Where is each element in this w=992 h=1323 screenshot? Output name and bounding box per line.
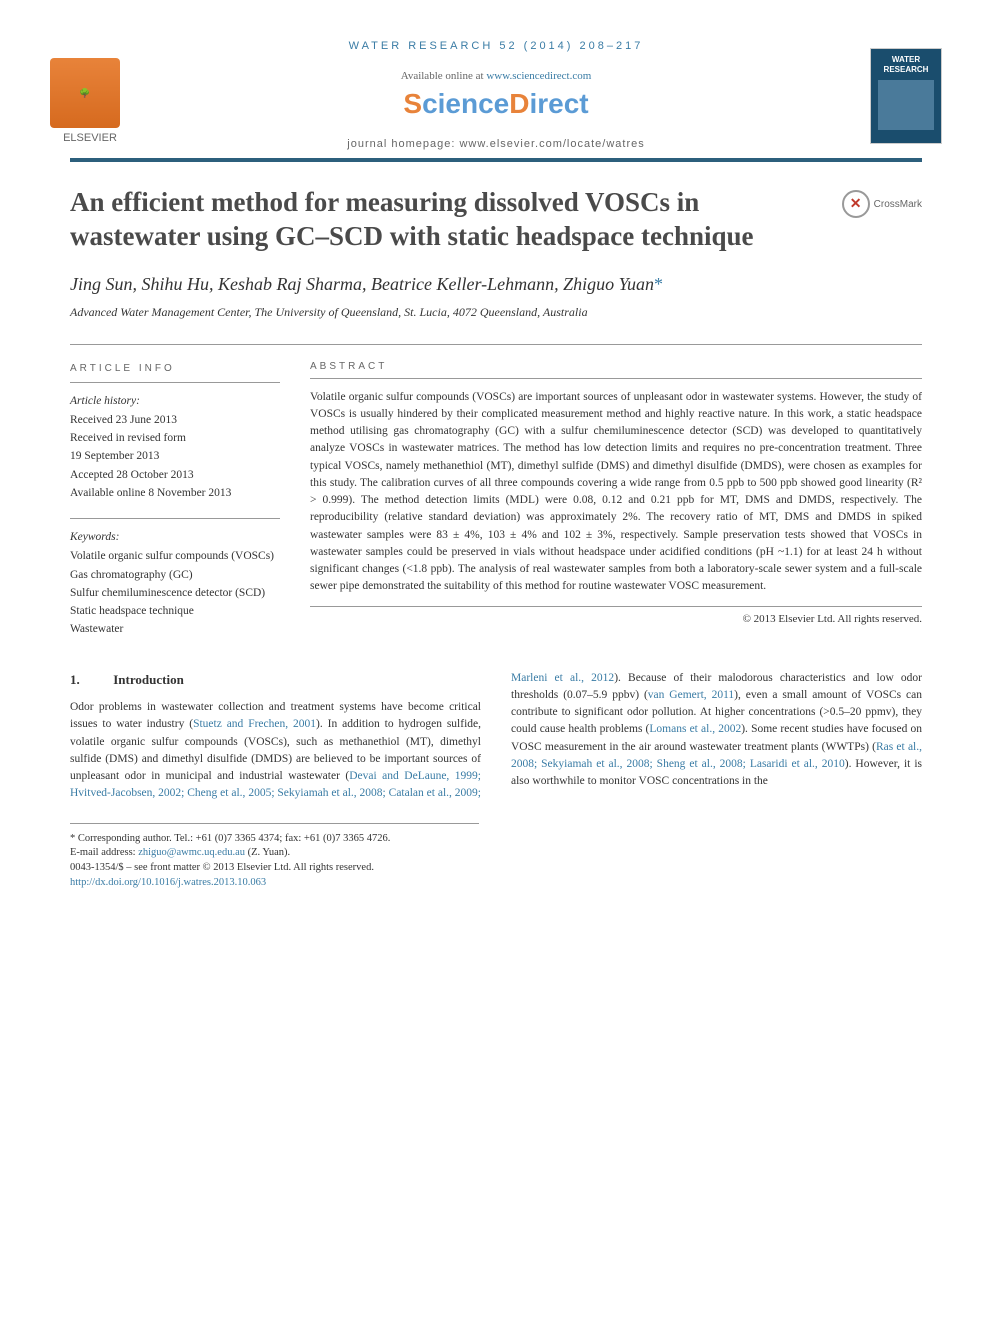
- keywords-block: Keywords: Volatile organic sulfur compou…: [70, 518, 280, 639]
- corr-asterisk: *: [654, 274, 663, 294]
- available-prefix: Available online at: [401, 70, 487, 82]
- journal-homepage: journal homepage: www.elsevier.com/locat…: [70, 138, 922, 150]
- email-link[interactable]: zhiguo@awmc.uq.edu.au: [138, 847, 245, 858]
- elsevier-tree-icon: 🌳: [50, 58, 120, 128]
- keyword: Wastewater: [70, 621, 280, 638]
- crossmark-badge[interactable]: ✕ CrossMark: [842, 190, 922, 218]
- crossmark-label: CrossMark: [874, 199, 922, 210]
- keyword: Gas chromatography (GC): [70, 567, 280, 584]
- corresponding-author: * Corresponding author. Tel.: +61 (0)7 3…: [70, 832, 479, 847]
- issn-line: 0043-1354/$ – see front matter © 2013 El…: [70, 861, 479, 876]
- doi-link[interactable]: http://dx.doi.org/10.1016/j.watres.2013.…: [70, 877, 266, 888]
- intro-paragraph: Odor problems in wastewater collection a…: [70, 670, 922, 803]
- section-heading: 1. Introduction: [70, 670, 481, 690]
- elsevier-logo: 🌳 ELSEVIER: [50, 58, 130, 158]
- keyword: Sulfur chemiluminescence detector (SCD): [70, 585, 280, 602]
- running-header: WATER RESEARCH 52 (2014) 208–217: [70, 40, 922, 52]
- citation-link[interactable]: van Gemert, 2011: [648, 689, 734, 701]
- article-info: ARTICLE INFO Article history: Received 2…: [70, 361, 280, 640]
- keyword: Volatile organic sulfur compounds (VOSCs…: [70, 548, 280, 565]
- email-line: E-mail address: zhiguo@awmc.uq.edu.au (Z…: [70, 846, 479, 861]
- info-abstract-row: ARTICLE INFO Article history: Received 2…: [70, 344, 922, 640]
- header-block: 🌳 ELSEVIER WATER RESEARCH journal homepa…: [70, 138, 922, 162]
- online-date: Available online 8 November 2013: [70, 485, 280, 502]
- copyright: © 2013 Elsevier Ltd. All rights reserved…: [310, 613, 922, 625]
- body-columns: 1. Introduction Odor problems in wastewa…: [70, 670, 922, 803]
- available-online: Available online at www.sciencedirect.co…: [70, 70, 922, 82]
- elsevier-label: ELSEVIER: [50, 132, 130, 144]
- citation-link[interactable]: Stuetz and Frechen, 2001: [193, 718, 316, 730]
- revised-date: 19 September 2013: [70, 448, 280, 465]
- authors: Jing Sun, Shihu Hu, Keshab Raj Sharma, B…: [70, 274, 922, 295]
- article-title: An efficient method for measuring dissol…: [70, 186, 790, 254]
- title-block: An efficient method for measuring dissol…: [70, 186, 922, 254]
- received-date: Received 23 June 2013: [70, 412, 280, 429]
- accepted-date: Accepted 28 October 2013: [70, 467, 280, 484]
- abstract-text: Volatile organic sulfur compounds (VOSCs…: [310, 389, 922, 607]
- footer: * Corresponding author. Tel.: +61 (0)7 3…: [70, 823, 479, 891]
- keyword: Static headspace technique: [70, 603, 280, 620]
- authors-list: Jing Sun, Shihu Hu, Keshab Raj Sharma, B…: [70, 274, 654, 294]
- keywords-label: Keywords:: [70, 529, 280, 546]
- sciencedirect-logo: ScienceDirect: [70, 88, 922, 120]
- journal-cover: WATER RESEARCH: [870, 48, 942, 144]
- revised-label: Received in revised form: [70, 430, 280, 447]
- sciencedirect-link[interactable]: www.sciencedirect.com: [486, 70, 591, 82]
- citation-link[interactable]: Lomans et al., 2002: [649, 723, 741, 735]
- crossmark-icon: ✕: [842, 190, 870, 218]
- abstract-column: ABSTRACT Volatile organic sulfur compoun…: [310, 361, 922, 640]
- affiliation: Advanced Water Management Center, The Un…: [70, 305, 922, 320]
- history-label: Article history:: [70, 393, 280, 410]
- abstract-heading: ABSTRACT: [310, 361, 922, 379]
- section-title: Introduction: [113, 672, 184, 687]
- email-label: E-mail address:: [70, 847, 138, 858]
- journal-cover-image: [878, 80, 934, 130]
- journal-cover-title: WATER RESEARCH: [873, 55, 939, 74]
- email-suffix: (Z. Yuan).: [245, 847, 290, 858]
- section-number: 1.: [70, 670, 110, 690]
- article-info-heading: ARTICLE INFO: [70, 361, 280, 383]
